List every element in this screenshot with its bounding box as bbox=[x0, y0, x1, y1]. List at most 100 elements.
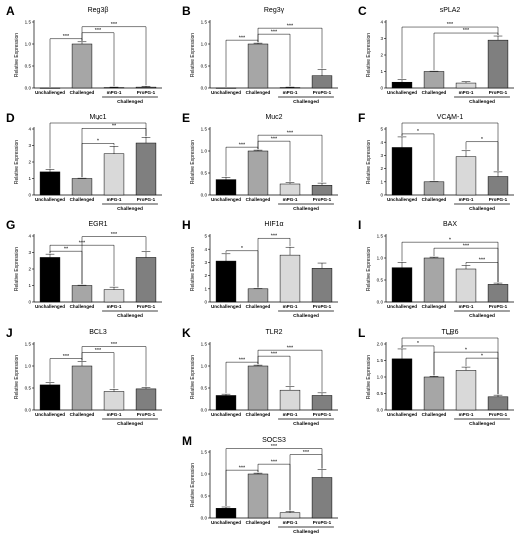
y-tick-label: 0.0 bbox=[201, 408, 208, 413]
group-label: Challenged bbox=[469, 313, 495, 319]
y-tick-label: 0.0 bbox=[201, 193, 208, 198]
y-tick-label: 4 bbox=[380, 20, 383, 25]
bar-mpg-1 bbox=[103, 289, 125, 303]
chart-title: EGR1 bbox=[88, 221, 107, 228]
significance-bracket bbox=[81, 346, 147, 387]
chart-panel-e: E Muc2 Relative Expression 0.0 0.5 1.0 1.5 Unch… bbox=[182, 111, 338, 212]
significance-label: *** bbox=[63, 34, 70, 40]
significance-bracket bbox=[257, 349, 323, 392]
y-tick-label: 3 bbox=[380, 153, 383, 158]
panel-letter: G bbox=[6, 218, 15, 232]
x-tick-label: Unchallenged bbox=[211, 412, 241, 417]
significance-label: *** bbox=[271, 444, 278, 450]
bar-challenged bbox=[247, 473, 269, 519]
chart-panel-h: H HIF1α Relative Expression 0 1 2 3 4 5 Unchallen… bbox=[182, 218, 338, 319]
group-label: Challenged bbox=[293, 529, 319, 535]
y-tick-label: 0.0 bbox=[377, 408, 384, 413]
group-label: Challenged bbox=[293, 313, 319, 319]
y-tick-label: 2 bbox=[380, 166, 383, 171]
x-tick-label: Unchallenged bbox=[35, 90, 65, 95]
y-tick-label: 3 bbox=[204, 260, 207, 265]
chart-title: Reg3β bbox=[88, 7, 109, 14]
significance-label: *** bbox=[111, 342, 118, 348]
significance-label: *** bbox=[271, 136, 278, 142]
significance-bracket bbox=[257, 27, 323, 69]
x-tick-label: Challenged bbox=[246, 520, 271, 525]
x-tick-label: mPG-1 bbox=[459, 90, 474, 95]
y-tick-label: 1.5 bbox=[201, 342, 208, 347]
x-tick-label: mPG-1 bbox=[107, 304, 122, 309]
y-axis-label: Relative Expression bbox=[14, 247, 20, 291]
x-tick-label: mPG-1 bbox=[283, 520, 298, 525]
x-tick-label: Challenged bbox=[246, 197, 271, 202]
bar-challenged bbox=[423, 71, 445, 89]
x-tick-label: mPG-1 bbox=[459, 412, 474, 417]
x-tick-label: ProPG-1 bbox=[137, 197, 156, 202]
bar-propg-1 bbox=[135, 142, 157, 196]
significance-bracket bbox=[257, 134, 323, 183]
group-label: Challenged bbox=[469, 206, 495, 212]
chart-panel-d: D Muc1 Relative Expression 0 1 2 3 4 Unchallenge… bbox=[6, 111, 162, 212]
y-axis-label: Relative Expression bbox=[366, 33, 372, 77]
significance-label: * bbox=[417, 129, 420, 135]
bar-mpg-1 bbox=[455, 82, 477, 89]
y-tick-label: 4 bbox=[204, 247, 207, 252]
significance-bracket bbox=[401, 122, 499, 171]
bar-mpg-1 bbox=[279, 183, 301, 196]
group-label: Challenged bbox=[117, 313, 143, 319]
bar-challenged bbox=[71, 178, 93, 196]
y-tick-label: 1.0 bbox=[377, 256, 384, 261]
x-tick-label: Challenged bbox=[246, 412, 271, 417]
y-tick-label: 2 bbox=[28, 160, 31, 165]
y-tick-label: 4 bbox=[28, 127, 31, 132]
significance-label: *** bbox=[271, 459, 278, 465]
significance-label: * bbox=[449, 237, 452, 243]
chart-title: BAX bbox=[443, 221, 457, 228]
x-tick-label: Unchallenged bbox=[35, 197, 65, 202]
significance-label: * bbox=[465, 347, 468, 353]
y-tick-label: 0 bbox=[380, 193, 383, 198]
y-tick-label: 0.5 bbox=[377, 391, 384, 396]
y-tick-label: 1.0 bbox=[201, 149, 208, 154]
chart-title: Reg3γ bbox=[264, 7, 285, 14]
y-tick-label: 0.5 bbox=[25, 386, 32, 391]
chart-title: TLR2 bbox=[265, 329, 282, 336]
chart-panel-g: G EGR1 Relative Expression 0 1 2 3 4 Unchallenge… bbox=[6, 218, 162, 319]
chart-title: VCAM-1 bbox=[437, 114, 464, 121]
y-tick-label: 2 bbox=[380, 53, 383, 58]
bar-unchallenged bbox=[215, 260, 237, 303]
y-tick-label: 4 bbox=[28, 234, 31, 239]
chart-panel-j: J BCL3 Relative Expression 0.0 0.5 1.0 1.5 Unch… bbox=[6, 326, 162, 427]
y-tick-label: 1.5 bbox=[25, 342, 32, 347]
y-axis-label: Relative Expression bbox=[14, 140, 20, 184]
x-tick-label: ProPG-1 bbox=[489, 304, 508, 309]
x-tick-label: ProPG-1 bbox=[137, 304, 156, 309]
panel-letter: I bbox=[358, 218, 361, 232]
y-tick-label: 3 bbox=[28, 250, 31, 255]
bar-mpg-1 bbox=[455, 370, 477, 411]
chart-panel-m: M SOCS3 Relative Expression 0.0 0.5 1.0 1.5 Unc… bbox=[182, 434, 338, 535]
y-tick-label: 1 bbox=[28, 283, 31, 288]
significance-label: ** bbox=[64, 246, 69, 252]
x-tick-label: ProPG-1 bbox=[313, 304, 332, 309]
y-tick-label: 2 bbox=[28, 267, 31, 272]
y-tick-label: 3 bbox=[380, 36, 383, 41]
y-tick-label: 1.0 bbox=[377, 375, 384, 380]
x-tick-label: Unchallenged bbox=[35, 412, 65, 417]
group-label: Challenged bbox=[117, 206, 143, 212]
y-tick-label: 0.0 bbox=[201, 86, 208, 91]
x-tick-label: ProPG-1 bbox=[489, 90, 508, 95]
bar-challenged bbox=[423, 181, 445, 196]
group-label: Challenged bbox=[293, 421, 319, 427]
significance-label: *** bbox=[463, 243, 470, 249]
y-tick-label: 0.5 bbox=[201, 171, 208, 176]
y-tick-label: 0.5 bbox=[201, 64, 208, 69]
bar-unchallenged bbox=[391, 358, 413, 411]
bar-challenged bbox=[247, 288, 269, 303]
y-tick-label: 0.0 bbox=[25, 86, 32, 91]
x-tick-label: mPG-1 bbox=[459, 304, 474, 309]
x-tick-label: Challenged bbox=[70, 304, 95, 309]
y-tick-label: 1.5 bbox=[201, 20, 208, 25]
bar-challenged bbox=[247, 150, 269, 196]
group-label: Challenged bbox=[293, 99, 319, 105]
